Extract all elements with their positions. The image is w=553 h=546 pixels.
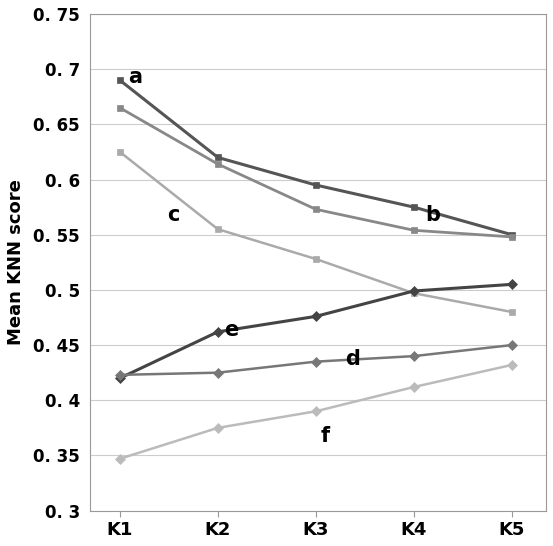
Text: e: e bbox=[224, 319, 238, 340]
Text: a: a bbox=[128, 67, 142, 87]
Text: b: b bbox=[426, 205, 441, 225]
Text: f: f bbox=[321, 425, 330, 446]
Text: d: d bbox=[345, 349, 360, 370]
Text: c: c bbox=[167, 205, 179, 225]
Y-axis label: Mean KNN score: Mean KNN score bbox=[7, 179, 25, 345]
